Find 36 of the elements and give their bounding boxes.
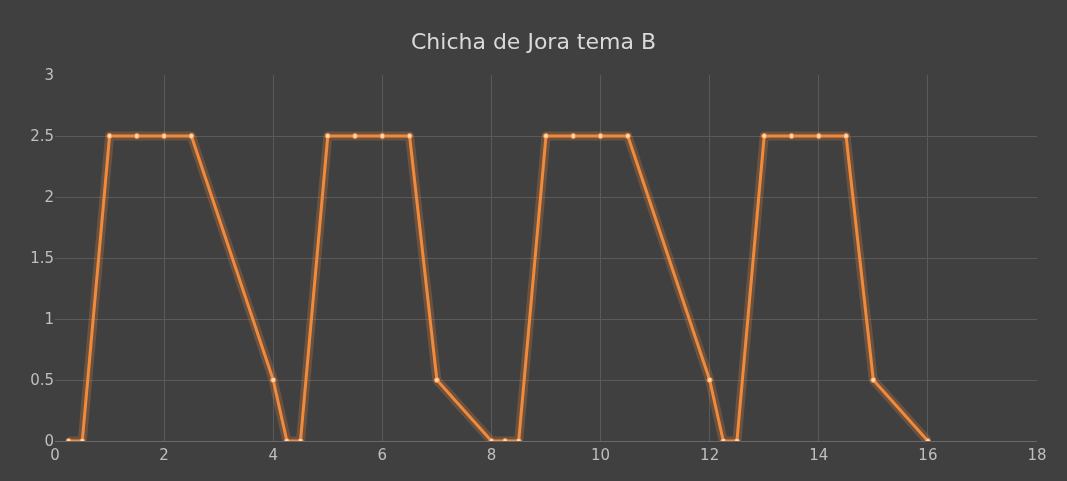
point — [270, 377, 277, 383]
y-tick-label: 0.5 — [30, 371, 54, 390]
point — [761, 133, 768, 139]
point — [324, 133, 331, 139]
point — [843, 133, 850, 139]
point — [788, 133, 795, 139]
point — [870, 377, 877, 383]
chart-title: Chicha de Jora tema B — [410, 29, 657, 55]
x-tick-label: 8 — [486, 446, 497, 464]
x-tick-label: 12 — [700, 446, 720, 464]
x-tick-label: 10 — [591, 446, 611, 464]
point — [161, 133, 168, 139]
point — [352, 133, 359, 139]
point — [379, 133, 386, 139]
point — [188, 133, 195, 139]
y-tick-label: 2 — [44, 188, 54, 207]
x-tick-label: 2 — [159, 446, 169, 464]
point — [706, 377, 713, 383]
y-tick-label: 1.5 — [30, 249, 54, 268]
point — [543, 133, 549, 139]
point — [133, 133, 140, 139]
point — [106, 133, 113, 139]
x-tick-label: 4 — [268, 446, 278, 464]
point — [597, 133, 604, 139]
point — [406, 133, 413, 139]
point — [570, 133, 577, 139]
y-tick-label: 3 — [44, 66, 54, 85]
x-tick-label: 16 — [918, 446, 938, 464]
y-tick-label: 1 — [44, 310, 54, 329]
x-tick-label: 14 — [809, 446, 829, 464]
point — [624, 133, 631, 139]
y-tick-label: 2.5 — [30, 127, 54, 146]
x-tick-label: 18 — [1027, 446, 1047, 464]
point — [815, 133, 822, 139]
point — [433, 377, 440, 383]
x-tick-label: 6 — [377, 446, 388, 464]
